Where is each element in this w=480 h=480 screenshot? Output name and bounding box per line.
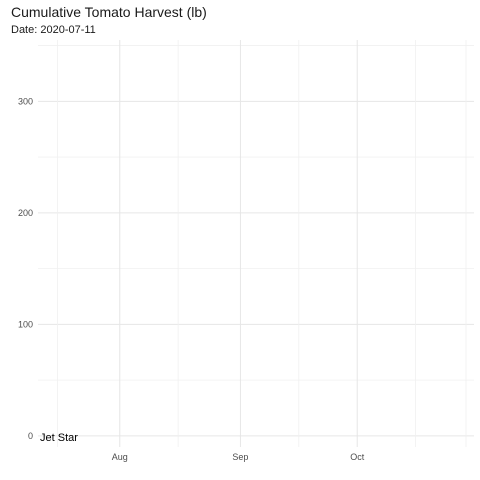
grid-layer [38, 40, 474, 447]
y-tick-label: 200 [18, 208, 33, 218]
y-tick-label: 100 [18, 319, 33, 329]
x-tick-label: Oct [350, 452, 365, 462]
x-tick-label: Sep [232, 452, 248, 462]
y-tick-label: 0 [28, 431, 33, 441]
label-layer: 0 100 200 300 Aug Sep Oct Jet Star [18, 96, 365, 462]
chart-title: Cumulative Tomato Harvest (lb) [11, 4, 207, 20]
series-label: Jet Star [40, 432, 78, 444]
y-tick-label: 300 [18, 96, 33, 106]
chart-subtitle: Date: 2020-07-11 [11, 24, 96, 36]
x-tick-label: Aug [112, 452, 128, 462]
